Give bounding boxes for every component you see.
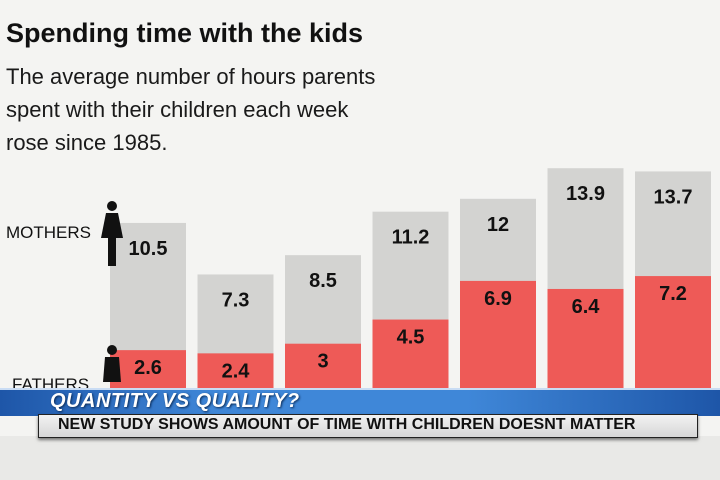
subheadline-bar xyxy=(38,414,698,438)
fathers-value-label-1995: 4.5 xyxy=(397,327,425,349)
mothers-value-label-2005: 12 xyxy=(487,214,509,236)
mother-head-icon xyxy=(107,201,117,211)
fathers-bar-1965 xyxy=(110,350,186,392)
banner-headline: QUANTITY VS QUALITY? xyxy=(50,390,300,412)
father-head-icon xyxy=(107,345,117,355)
mothers-value-label-2010: 13.7 xyxy=(654,186,693,208)
fathers-bar-2007 xyxy=(547,288,624,392)
fathers-value-label-1975: 2.4 xyxy=(222,360,251,382)
legend-mothers-label: MOTHERS xyxy=(6,223,91,242)
headline-bar xyxy=(0,388,720,416)
fathers-bar-2010 xyxy=(635,276,711,392)
fathers-value-label-1985: 3 xyxy=(317,351,328,373)
fathers-bar-1995 xyxy=(372,319,449,392)
chart-subtitle-line-1: The average number of hours parents xyxy=(6,64,376,89)
father-body-icon xyxy=(103,357,121,382)
mothers-value-label-1985: 8.5 xyxy=(309,270,337,292)
chart-subtitle-line-3: rose since 1985. xyxy=(6,130,168,155)
banner-subheadline: NEW STUDY SHOWS AMOUNT OF TIME WITH CHIL… xyxy=(58,416,636,433)
fathers-bar-1985 xyxy=(285,343,361,392)
fathers-value-label-2010: 7.2 xyxy=(659,283,687,305)
chart-title: Spending time with the kids xyxy=(6,18,364,48)
mothers-value-label-2007: 13.9 xyxy=(566,183,605,205)
lower-third-shade xyxy=(0,436,720,480)
fathers-value-label-2007: 6.4 xyxy=(572,296,601,318)
mothers-value-label-1995: 11.2 xyxy=(392,227,430,249)
mothers-value-label-1965: 10.5 xyxy=(129,238,168,260)
chart-subtitle-line-2: spent with their children each week xyxy=(6,97,349,122)
fathers-bar-1975 xyxy=(197,353,274,392)
fathers-value-label-1965: 2.6 xyxy=(134,357,162,379)
fathers-bar-2005 xyxy=(460,280,536,392)
mothers-value-label-1975: 7.3 xyxy=(222,289,250,311)
mother-body-icon xyxy=(101,213,123,266)
fathers-value-label-2005: 6.9 xyxy=(484,288,512,310)
